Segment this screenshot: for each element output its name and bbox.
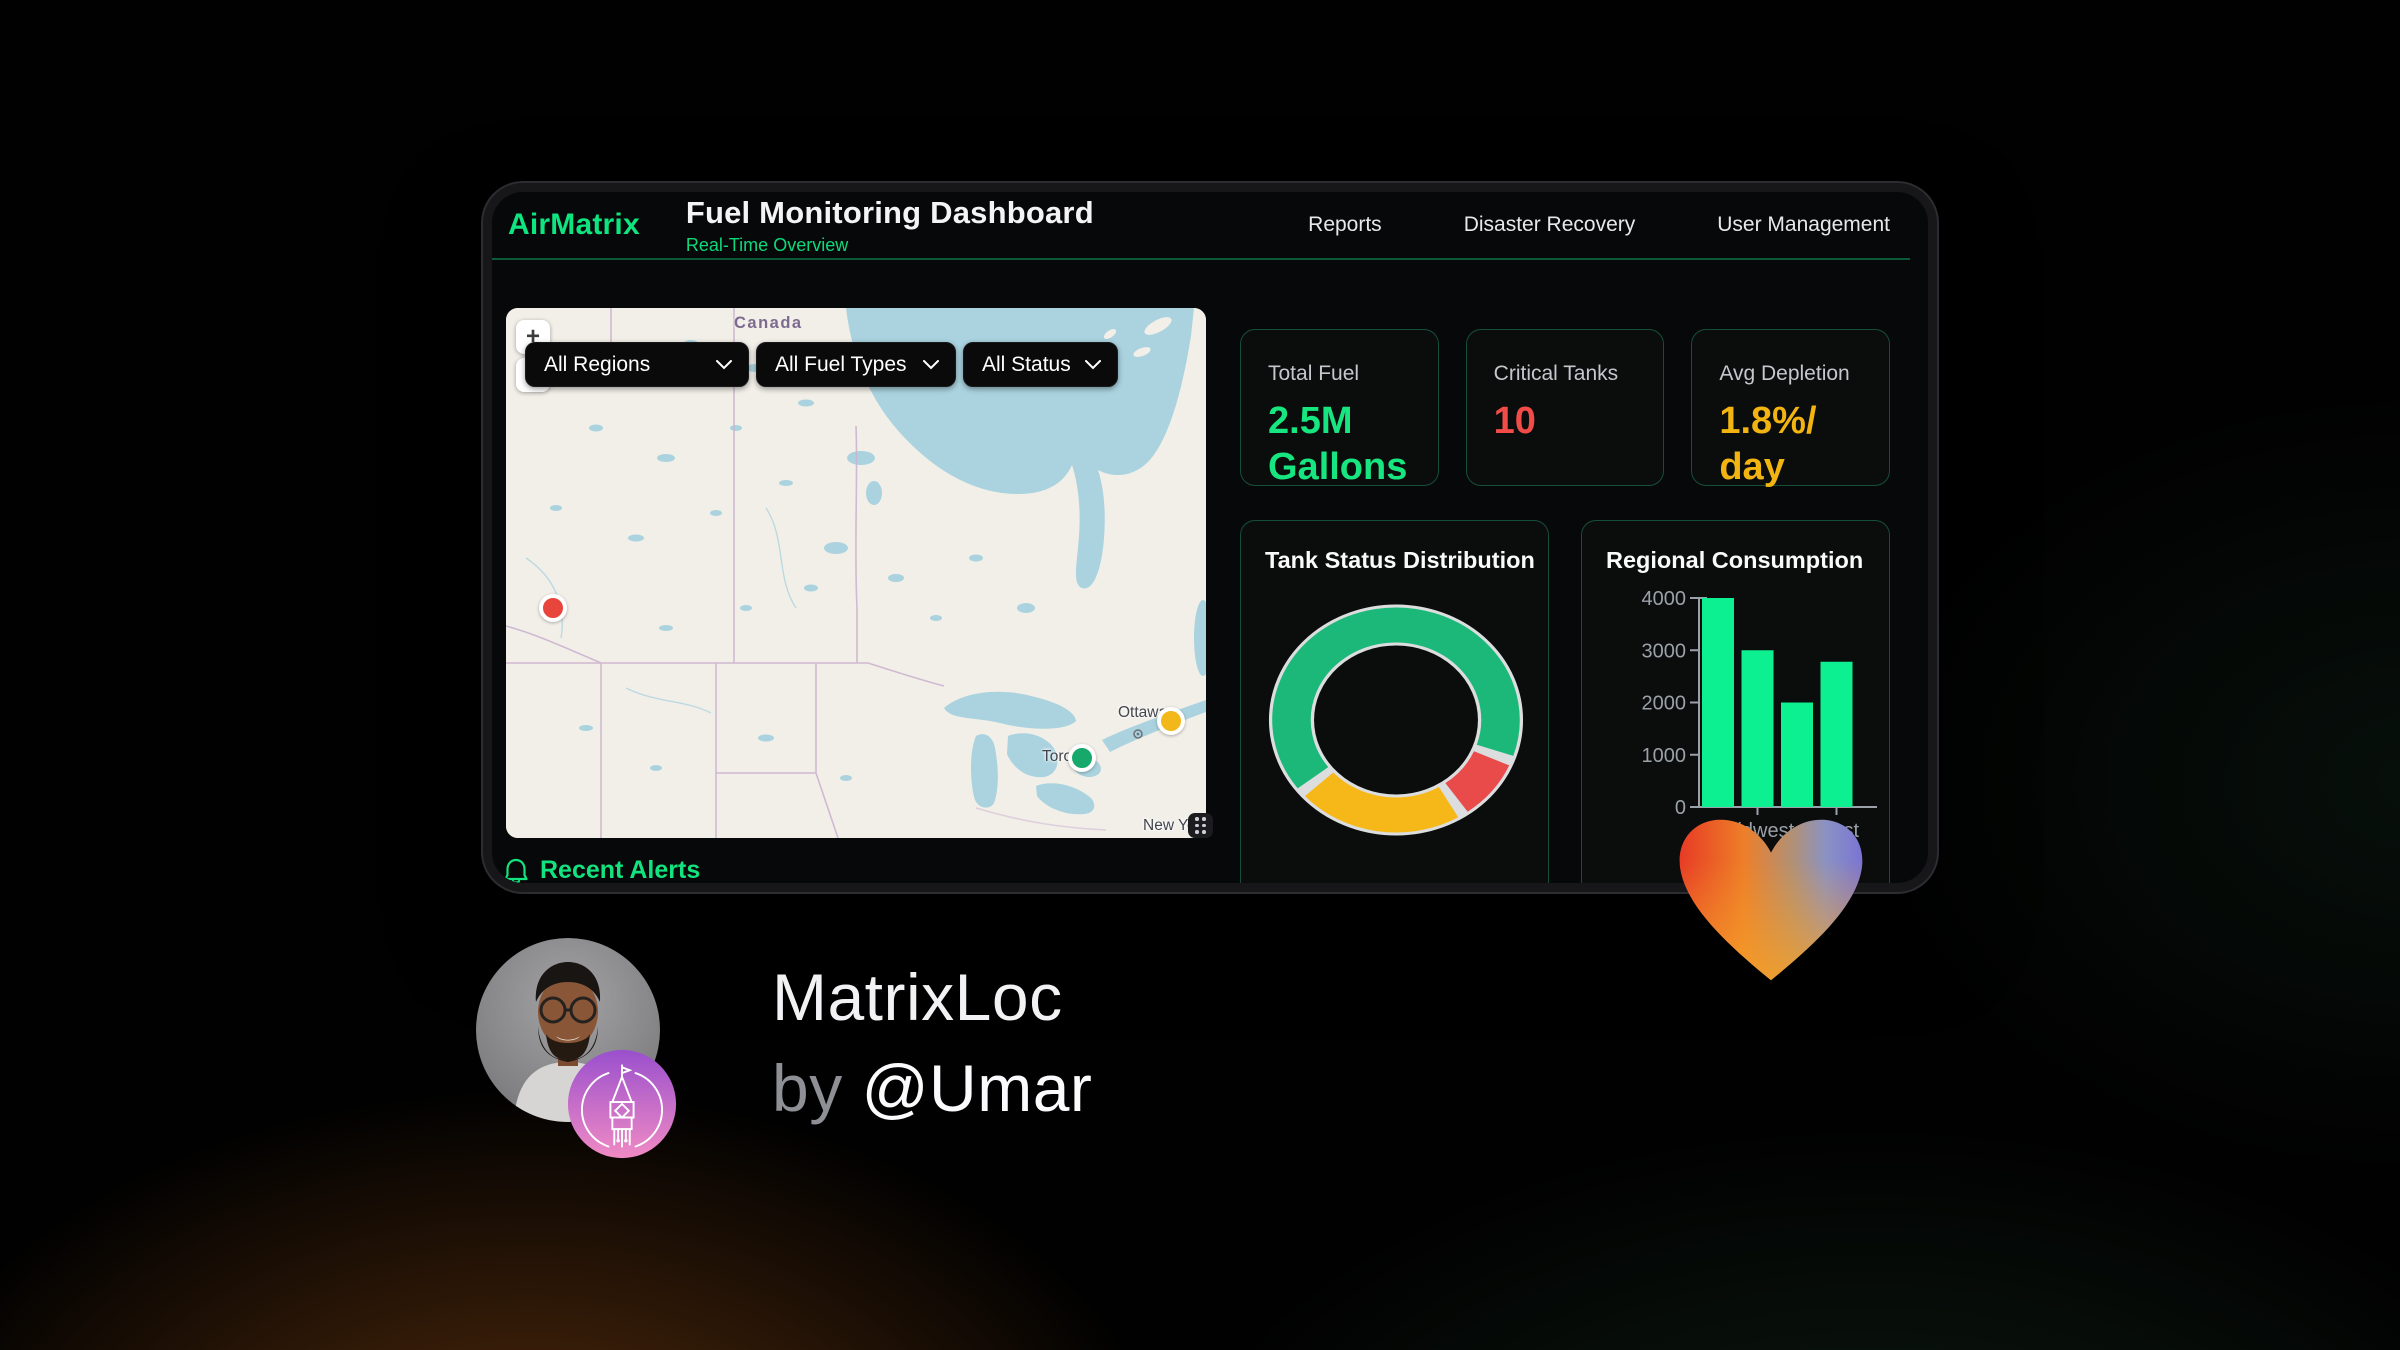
map-canvas xyxy=(506,308,1206,838)
creator-badge xyxy=(566,1048,678,1160)
chevron-down-icon xyxy=(1085,359,1101,369)
stat-card-avg-depletion: Avg Depletion 1.8%/ day xyxy=(1691,329,1891,488)
app-name: MatrixLoc xyxy=(772,960,1063,1034)
tank-status-card: Tank Status Distribution xyxy=(1240,520,1549,883)
bar-south xyxy=(1781,702,1813,807)
bar-chart: 01000200030004000MidwestWest xyxy=(1642,588,1877,842)
bar-midwest xyxy=(1741,650,1774,807)
chart-cards: Tank Status Distribution Regional Consum… xyxy=(1240,520,1890,883)
nav-item-reports[interactable]: Reports xyxy=(1308,213,1382,236)
donut-chart xyxy=(1268,604,1524,836)
stat-cards: Total Fuel 2.5M Gallons Critical Tanks 1… xyxy=(1240,329,1891,488)
svg-text:0: 0 xyxy=(1675,797,1686,819)
dashboard-window: AirMatrix Fuel Monitoring Dashboard Real… xyxy=(483,183,1937,892)
status-filter-select[interactable]: All Status xyxy=(963,342,1118,387)
stat-label: Total Fuel xyxy=(1268,362,1360,385)
stat-value: 10 xyxy=(1493,400,1536,442)
fuel-type-filter-select[interactable]: All Fuel Types xyxy=(756,342,956,387)
map-label-ottawa: Ottawa xyxy=(1118,704,1168,721)
nav-item-user-management[interactable]: User Management xyxy=(1717,213,1890,236)
svg-text:1000: 1000 xyxy=(1642,745,1687,767)
chart-title: Tank Status Distribution xyxy=(1265,547,1535,573)
svg-text:2000: 2000 xyxy=(1642,693,1687,715)
byline-prefix: by xyxy=(772,1051,843,1126)
chevron-down-icon xyxy=(716,359,732,369)
map-marker-normal[interactable] xyxy=(1068,744,1096,772)
stat-value: 1.8%/ day xyxy=(1719,400,1817,489)
avatar xyxy=(476,938,660,1122)
fuel-type-filter-value: All Fuel Types xyxy=(775,352,907,376)
nav-item-disaster-recovery[interactable]: Disaster Recovery xyxy=(1463,213,1636,236)
map-label-canada: Canada xyxy=(734,314,803,332)
page-subtitle: Real-Time Overview xyxy=(685,234,849,255)
recent-alerts-section: Recent Alerts xyxy=(503,856,701,884)
stat-label: Critical Tanks xyxy=(1493,362,1619,385)
donut-segment-warning xyxy=(1304,772,1459,833)
main-nav: Reports Disaster Recovery User Managemen… xyxy=(1308,213,1890,237)
map[interactable]: + − All Regions All Fuel Types All Statu… xyxy=(506,308,1206,838)
author-handle: @Umar xyxy=(861,1051,1093,1126)
header-titles: Fuel Monitoring Dashboard Real-Time Over… xyxy=(686,195,1094,256)
stat-card-critical-tanks: Critical Tanks 10 xyxy=(1465,329,1665,486)
bell-icon xyxy=(504,858,528,883)
svg-text:4000: 4000 xyxy=(1642,588,1687,610)
bar-west xyxy=(1820,661,1853,807)
stat-value: 2.5M Gallons xyxy=(1268,400,1408,489)
map-marker-critical[interactable] xyxy=(539,594,567,622)
byline: by @Umar xyxy=(772,1043,1092,1134)
widget-resize-handle[interactable] xyxy=(1188,813,1213,838)
chart-title: Regional Consumption xyxy=(1606,547,1864,573)
donut-segment-critical xyxy=(1444,750,1510,812)
app-header: AirMatrix Fuel Monitoring Dashboard Real… xyxy=(492,192,1910,260)
region-filter-value: All Regions xyxy=(544,352,651,376)
heart-icon xyxy=(1679,819,1863,981)
bar-northeast xyxy=(1702,598,1734,807)
recent-alerts-title: Recent Alerts xyxy=(540,856,701,884)
page-title: Fuel Monitoring Dashboard xyxy=(685,194,1094,230)
svg-text:3000: 3000 xyxy=(1642,640,1687,662)
region-filter-select[interactable]: All Regions xyxy=(525,342,749,387)
chevron-down-icon xyxy=(923,359,939,369)
map-filters: All Regions All Fuel Types All Status xyxy=(525,342,1118,387)
regional-consumption-card: Regional Consumption 0 1000 2000 3000 4000 Mi… xyxy=(1581,520,1890,883)
donut-segment-normal xyxy=(1272,607,1520,789)
app-logo: AirMatrix xyxy=(508,208,640,241)
map-marker-warning[interactable] xyxy=(1157,707,1185,735)
town-dot-icon xyxy=(1133,729,1143,739)
stat-card-total-fuel: Total Fuel 2.5M Gallons xyxy=(1240,329,1439,488)
credit-text: MatrixLoc by @Umar xyxy=(772,952,1092,1134)
status-filter-value: All Status xyxy=(982,352,1071,376)
stat-label: Avg Depletion xyxy=(1719,362,1850,385)
